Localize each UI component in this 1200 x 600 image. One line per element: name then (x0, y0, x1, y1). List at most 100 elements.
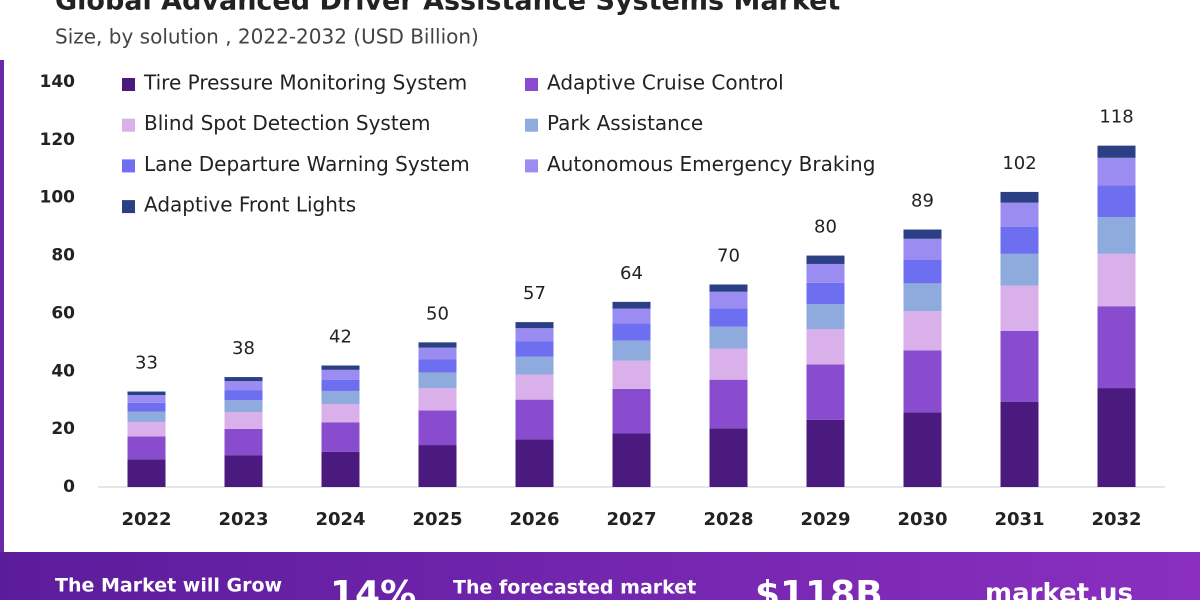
total-label: 102 (1002, 153, 1036, 174)
left-border (0, 60, 4, 552)
bar-segment (224, 412, 263, 429)
bar-segment (321, 403, 360, 423)
bar-segment (806, 364, 845, 420)
total-label: 57 (523, 283, 546, 304)
x-tick-label: 2029 (800, 509, 850, 530)
bar-segment (224, 455, 263, 487)
bar-segment (1000, 253, 1039, 286)
bar-segment (1000, 202, 1039, 227)
bar-segment (1097, 185, 1136, 218)
bar-segment (612, 323, 651, 341)
bar-segment (127, 391, 166, 396)
legend-label: Lane Departure Warning System (144, 152, 470, 176)
bar-segment (903, 311, 942, 351)
footer-band (0, 552, 1200, 600)
bar-segment (1000, 401, 1039, 487)
bar-segment (321, 379, 360, 391)
bar-segment (1000, 330, 1039, 402)
x-tick-label: 2030 (897, 509, 947, 530)
bar-segment (612, 308, 651, 324)
legend-label: Tire Pressure Monitoring System (143, 71, 467, 95)
footer-value: $118B (755, 574, 883, 600)
chart-subtitle: Size, by solution , 2022-2032 (USD Billi… (55, 25, 479, 49)
legend-swatch (122, 118, 135, 132)
bar-segment (321, 451, 360, 487)
x-tick-label: 2026 (509, 509, 559, 530)
bar-segment (709, 284, 748, 292)
x-tick-label: 2025 (412, 509, 462, 530)
footer-cagr: 14% (330, 574, 416, 600)
total-label: 38 (232, 338, 255, 359)
bar-segment (127, 395, 166, 403)
footer-brand: market.us (985, 579, 1133, 600)
bar-segment (806, 282, 845, 305)
y-tick-label: 0 (63, 477, 75, 497)
legend-label: Blind Spot Detection System (144, 111, 430, 135)
legend-swatch (122, 200, 135, 214)
y-tick-label: 40 (51, 361, 75, 381)
bar-segment (709, 291, 748, 309)
plot: 0 20 40 60 80 100 120 140 Tire Pressure Monitori… (40, 71, 1165, 530)
bar-segment (709, 379, 748, 429)
bar-segment (806, 304, 845, 330)
bar-segment (224, 390, 263, 401)
bar-segment (418, 410, 457, 446)
bar-segment (612, 360, 651, 389)
bar-segment (612, 340, 651, 361)
legend-label: Adaptive Front Lights (144, 193, 356, 217)
total-label: 80 (814, 217, 837, 238)
bar-segment (903, 412, 942, 487)
bar-segment (806, 329, 845, 365)
bar-segment (418, 342, 457, 348)
x-tick-label: 2022 (121, 509, 171, 530)
bar-segment (224, 428, 263, 456)
total-label: 50 (426, 303, 449, 324)
x-tick-label: 2028 (703, 509, 753, 530)
x-tick-label: 2024 (315, 509, 365, 530)
bar-segment (806, 263, 845, 283)
bar-segment (321, 365, 360, 370)
total-label: 64 (620, 263, 643, 284)
y-tick-label: 20 (51, 419, 75, 439)
bar-segment (127, 459, 166, 487)
chart-title: Global Advanced Driver Assistance System… (55, 0, 840, 17)
total-label: 33 (135, 353, 158, 374)
bar-segment (515, 356, 554, 375)
bar-segment (515, 322, 554, 329)
bar-segment (1097, 217, 1136, 254)
bar-segment (224, 377, 263, 382)
bar-segment (321, 369, 360, 380)
bar-segment (418, 372, 457, 389)
bar-segment (806, 255, 845, 264)
bar-segment (1097, 306, 1136, 389)
bar-segment (1097, 388, 1136, 487)
bar-segment (806, 419, 845, 487)
bar-segment (903, 229, 942, 239)
x-tick-label: 2023 (218, 509, 268, 530)
bar-segment (515, 328, 554, 342)
bar-segment (1097, 145, 1136, 158)
legend-label: Park Assistance (547, 111, 703, 135)
y-tick-label: 120 (40, 130, 76, 150)
bar-segment (1097, 157, 1136, 186)
bar-segment (127, 436, 166, 460)
legend-swatch (525, 159, 538, 173)
legend-swatch (525, 118, 538, 132)
bar-segment (515, 374, 554, 400)
bar-segment (127, 402, 166, 412)
bar-segment (903, 238, 942, 260)
bar-segment (1000, 285, 1039, 331)
total-label: 70 (717, 246, 740, 267)
x-tick-label: 2027 (606, 509, 656, 530)
y-tick-label: 80 (51, 246, 75, 266)
bar-segment (1000, 226, 1039, 254)
bar-segment (127, 421, 166, 437)
bar-segment (515, 399, 554, 440)
x-tick-label: 2032 (1091, 509, 1141, 530)
y-tick-label: 100 (40, 188, 76, 208)
y-tick-label: 60 (51, 303, 75, 323)
bar-segment (612, 301, 651, 309)
legend-swatch (122, 78, 135, 91)
bar-segment (709, 308, 748, 327)
